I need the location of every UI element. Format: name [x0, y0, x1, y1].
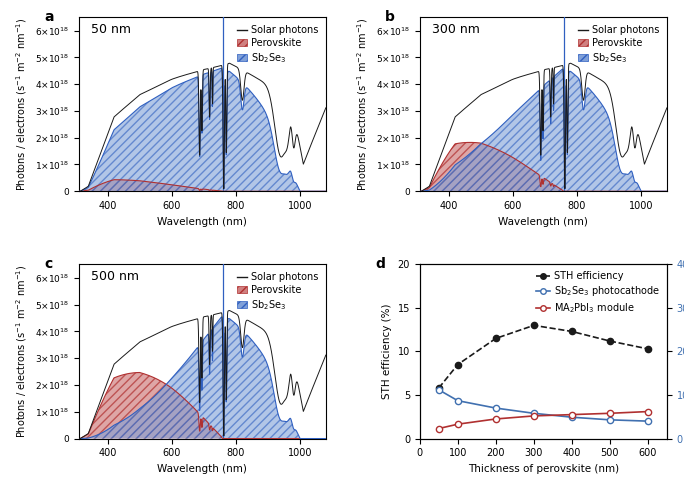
Legend: Solar photons, Perovskite, Sb$_2$Se$_3$: Solar photons, Perovskite, Sb$_2$Se$_3$ [234, 22, 321, 68]
Text: d: d [376, 257, 385, 271]
X-axis label: Wavelength (nm): Wavelength (nm) [499, 217, 588, 226]
Text: 500 nm: 500 nm [91, 270, 139, 283]
Text: a: a [44, 10, 53, 24]
Y-axis label: Photons / electrons ($\rm s^{-1}\ m^{-2}\ nm^{-1}$): Photons / electrons ($\rm s^{-1}\ m^{-2}… [14, 265, 29, 438]
Text: 300 nm: 300 nm [432, 23, 480, 36]
Legend: Solar photons, Perovskite, Sb$_2$Se$_3$: Solar photons, Perovskite, Sb$_2$Se$_3$ [234, 270, 321, 315]
Y-axis label: Photons / electrons ($\rm s^{-1}\ m^{-2}\ nm^{-1}$): Photons / electrons ($\rm s^{-1}\ m^{-2}… [14, 18, 29, 191]
X-axis label: Thickness of perovskite (nm): Thickness of perovskite (nm) [468, 464, 619, 474]
Legend: Solar photons, Perovskite, Sb$_2$Se$_3$: Solar photons, Perovskite, Sb$_2$Se$_3$ [575, 22, 662, 68]
Y-axis label: Photons / electrons ($\rm s^{-1}\ m^{-2}\ nm^{-1}$): Photons / electrons ($\rm s^{-1}\ m^{-2}… [356, 18, 370, 191]
X-axis label: Wavelength (nm): Wavelength (nm) [157, 464, 247, 474]
Text: b: b [385, 10, 395, 24]
X-axis label: Wavelength (nm): Wavelength (nm) [157, 217, 247, 226]
Text: 50 nm: 50 nm [91, 23, 131, 36]
Y-axis label: STH efficiency (%): STH efficiency (%) [382, 304, 392, 399]
Legend: STH efficiency, Sb$_2$Se$_3$ photocathode, MA$_2$PbI$_3$ module: STH efficiency, Sb$_2$Se$_3$ photocathod… [534, 270, 662, 317]
Text: c: c [44, 257, 52, 271]
